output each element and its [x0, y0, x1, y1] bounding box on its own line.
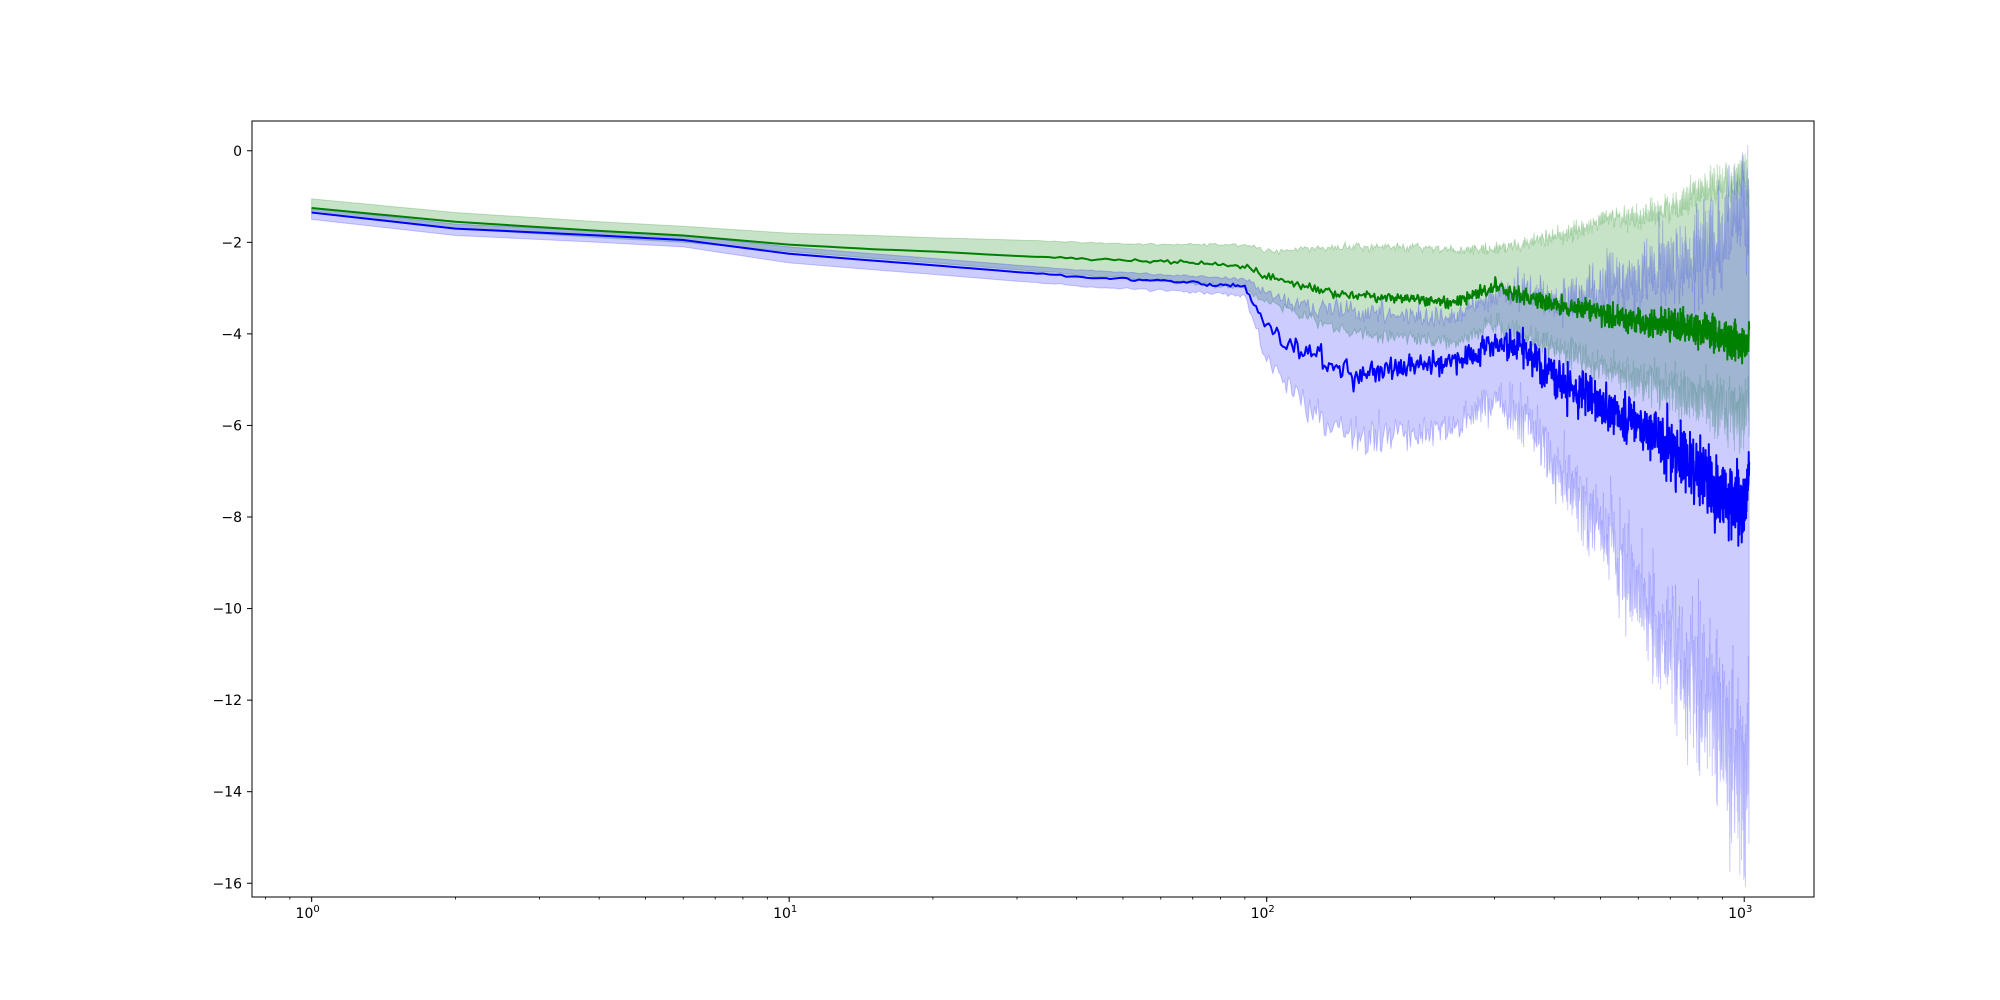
x-tick-label: 101: [773, 904, 797, 922]
x-tick-base: 10: [773, 906, 791, 922]
series-1-confidence-band: [311, 153, 1750, 454]
x-tick-base: 10: [296, 906, 314, 922]
x-tick-exponent: 3: [1746, 904, 1752, 915]
y-tick-label: −16: [212, 876, 242, 892]
confidence-bands: [311, 145, 1750, 887]
x-tick-base: 10: [1251, 906, 1269, 922]
y-tick-label: 0: [233, 144, 242, 160]
y-tick-label: −2: [221, 235, 242, 251]
x-tick-base: 10: [1728, 906, 1746, 922]
x-axis-ticks: 100 101 102 103: [264, 897, 1752, 922]
plot-frame: [251, 120, 1815, 898]
y-tick-label: −8: [221, 510, 242, 526]
x-tick-label: 103: [1728, 904, 1752, 922]
x-tick-label: 100: [296, 904, 320, 922]
y-tick-label: −6: [221, 418, 242, 434]
x-tick-label: 102: [1251, 904, 1275, 922]
x-tick-exponent: 1: [791, 904, 797, 915]
series-2-confidence-band: [311, 145, 1750, 887]
x-tick-exponent: 2: [1268, 904, 1274, 915]
y-axis-ticks: 0 −2 −4 −6 −8 −10 −12 −14 −16: [212, 144, 252, 892]
y-tick-label: −10: [212, 602, 242, 618]
x-tick-exponent: 0: [313, 904, 319, 915]
series-1-line: [311, 206, 1751, 365]
y-tick-label: −12: [212, 693, 242, 709]
y-tick-label: −4: [221, 327, 242, 343]
series-lines: [311, 206, 1751, 547]
series-2-line: [311, 211, 1751, 547]
y-tick-label: −14: [212, 785, 242, 801]
